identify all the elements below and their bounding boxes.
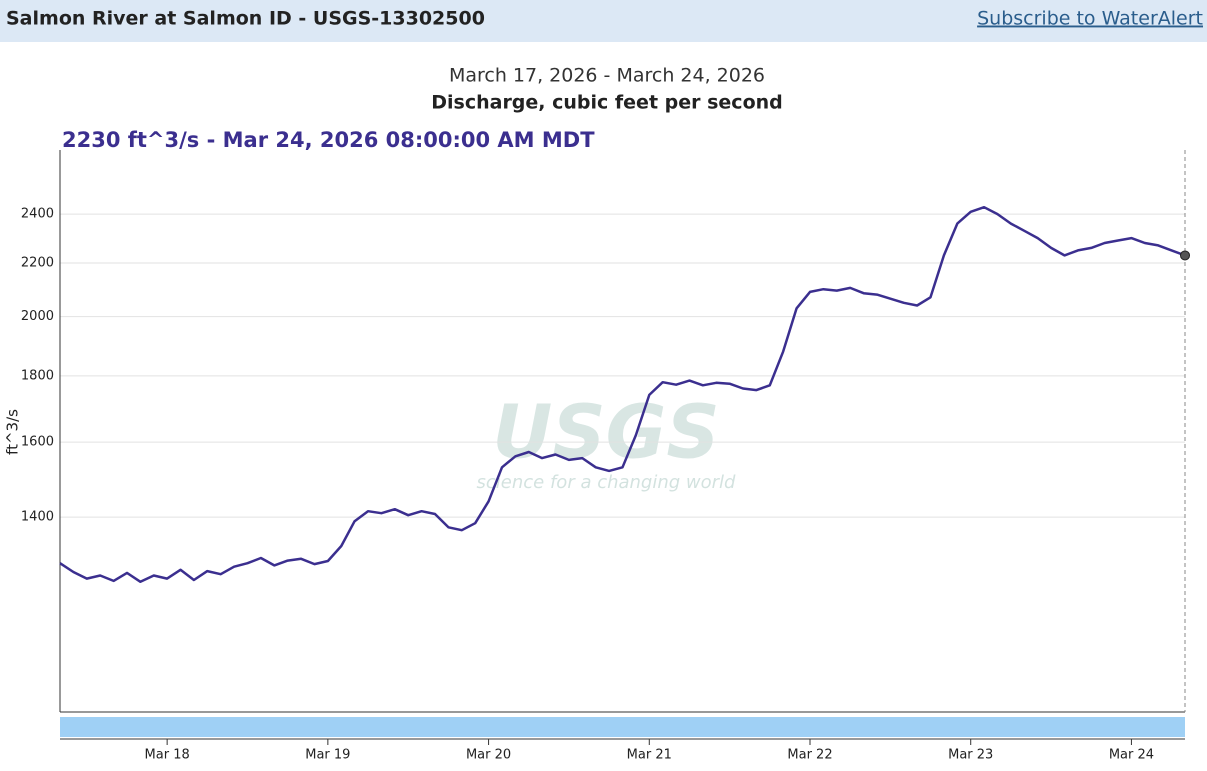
x-tick-label: Mar 18 xyxy=(145,748,190,763)
y-tick-label: 1600 xyxy=(21,435,54,450)
header-bar xyxy=(0,0,1207,42)
cursor-point xyxy=(1180,250,1190,261)
discharge-line xyxy=(59,205,1186,584)
watermark-tagline: science for a changing world xyxy=(477,472,737,493)
x-tick-label: Mar 24 xyxy=(1109,748,1154,763)
y-axis-label: ft^3/s xyxy=(4,409,22,455)
y-tick-label: 1800 xyxy=(21,368,54,383)
x-tick-label: Mar 21 xyxy=(627,748,672,763)
y-tick-label: 1400 xyxy=(21,510,54,525)
brush-bar[interactable] xyxy=(60,717,1185,737)
y-tick-label: 2000 xyxy=(21,309,54,324)
x-tick-label: Mar 23 xyxy=(948,748,993,763)
x-tick-label: Mar 19 xyxy=(305,748,350,763)
tooltip-text: 2230 ft^3/s - Mar 24, 2026 08:00:00 AM M… xyxy=(62,128,595,152)
y-tick-label: 2200 xyxy=(21,256,54,271)
watermark-logo: USGS xyxy=(492,390,719,476)
site-title: Salmon River at Salmon ID - USGS-1330250… xyxy=(6,8,485,30)
x-tick-label: Mar 22 xyxy=(787,748,832,763)
date-range: March 17, 2026 - March 24, 2026 xyxy=(449,65,765,87)
y-tick-label: 2400 xyxy=(21,207,54,222)
wateralert-link[interactable]: Subscribe to WaterAlert xyxy=(977,8,1203,30)
chart-title: Discharge, cubic feet per second xyxy=(431,92,783,114)
x-tick-label: Mar 20 xyxy=(466,748,511,763)
